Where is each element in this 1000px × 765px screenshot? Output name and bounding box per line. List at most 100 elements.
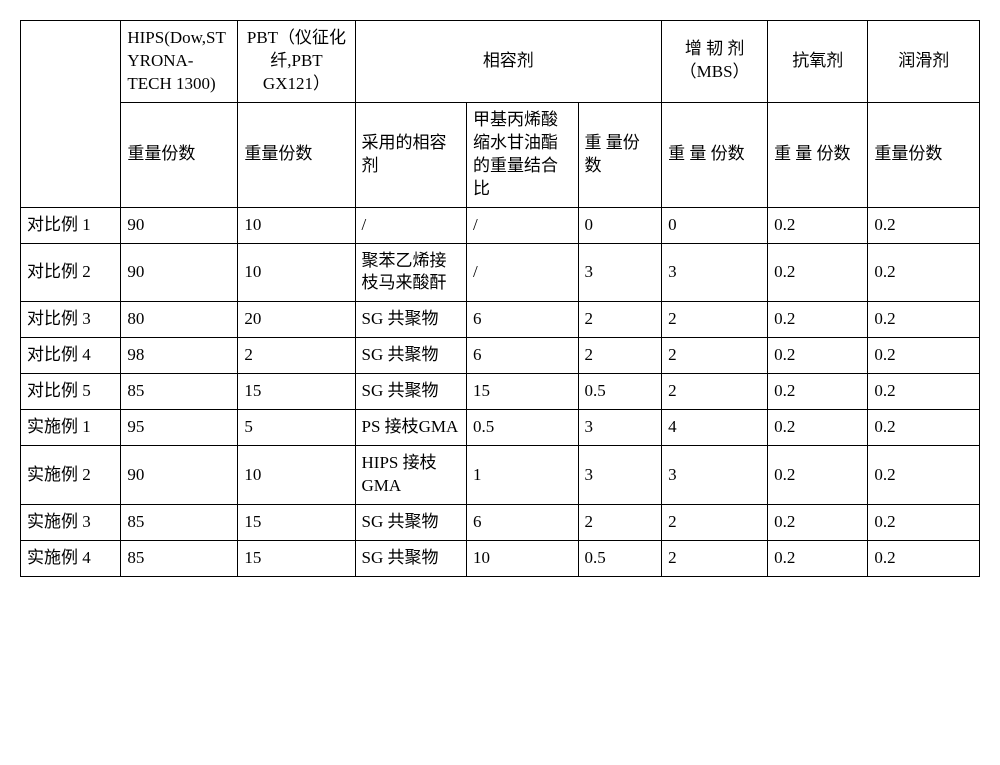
cell-toughener-wt: 2 [662, 374, 768, 410]
cell-compat-wt: 3 [578, 243, 662, 302]
cell-compat-wt: 2 [578, 302, 662, 338]
header-lubricant: 润滑剂 [868, 21, 980, 103]
cell-compat-type: / [355, 207, 467, 243]
cell-antiox-wt: 0.2 [768, 505, 868, 541]
row-label: 实施例 3 [21, 505, 121, 541]
cell-toughener-wt: 3 [662, 446, 768, 505]
cell-toughener-wt: 2 [662, 505, 768, 541]
header-row-2: 重量份数 重量份数 采用的相容剂 甲基丙烯酸缩水甘油酯的重量结合比 重 量份数 … [21, 102, 980, 207]
cell-lubricant-wt: 0.2 [868, 505, 980, 541]
header-toughener: 增 韧 剂（MBS） [662, 21, 768, 103]
cell-gma-ratio: 0.5 [467, 410, 579, 446]
table-row: 对比例 38020SG 共聚物6220.20.2 [21, 302, 980, 338]
cell-compat-type: SG 共聚物 [355, 338, 467, 374]
cell-hips: 90 [121, 207, 238, 243]
row-label: 实施例 2 [21, 446, 121, 505]
cell-lubricant-wt: 0.2 [868, 446, 980, 505]
cell-gma-ratio: / [467, 243, 579, 302]
table-row: 实施例 38515SG 共聚物6220.20.2 [21, 505, 980, 541]
subheader-pbt-wt: 重量份数 [238, 102, 355, 207]
header-compatibilizer: 相容剂 [355, 21, 662, 103]
table-row: 对比例 29010聚苯乙烯接枝马来酸酐/330.20.2 [21, 243, 980, 302]
cell-toughener-wt: 3 [662, 243, 768, 302]
cell-antiox-wt: 0.2 [768, 302, 868, 338]
cell-compat-wt: 2 [578, 505, 662, 541]
cell-compat-wt: 0.5 [578, 374, 662, 410]
cell-pbt: 10 [238, 243, 355, 302]
row-label: 实施例 1 [21, 410, 121, 446]
cell-gma-ratio: 6 [467, 338, 579, 374]
cell-compat-type: SG 共聚物 [355, 374, 467, 410]
cell-pbt: 15 [238, 540, 355, 576]
cell-toughener-wt: 0 [662, 207, 768, 243]
cell-toughener-wt: 2 [662, 540, 768, 576]
cell-gma-ratio: 10 [467, 540, 579, 576]
cell-gma-ratio: 1 [467, 446, 579, 505]
cell-hips: 90 [121, 243, 238, 302]
cell-antiox-wt: 0.2 [768, 243, 868, 302]
cell-toughener-wt: 4 [662, 410, 768, 446]
subheader-gma-ratio: 甲基丙烯酸缩水甘油酯的重量结合比 [467, 102, 579, 207]
cell-antiox-wt: 0.2 [768, 338, 868, 374]
cell-hips: 80 [121, 302, 238, 338]
cell-toughener-wt: 2 [662, 302, 768, 338]
header-hips: HIPS(Dow,STYRONA-TECH 1300) [121, 21, 238, 103]
cell-compat-wt: 3 [578, 446, 662, 505]
cell-hips: 90 [121, 446, 238, 505]
cell-compat-type: HIPS 接枝 GMA [355, 446, 467, 505]
cell-lubricant-wt: 0.2 [868, 338, 980, 374]
cell-compat-type: SG 共聚物 [355, 505, 467, 541]
cell-pbt: 5 [238, 410, 355, 446]
row-label: 实施例 4 [21, 540, 121, 576]
composition-table: HIPS(Dow,STYRONA-TECH 1300) PBT（仪征化纤,PBT… [20, 20, 980, 577]
cell-gma-ratio: / [467, 207, 579, 243]
cell-compat-wt: 0.5 [578, 540, 662, 576]
cell-antiox-wt: 0.2 [768, 540, 868, 576]
row-label: 对比例 3 [21, 302, 121, 338]
cell-hips: 95 [121, 410, 238, 446]
subheader-antiox-wt: 重 量 份数 [768, 102, 868, 207]
subheader-compat-wt: 重 量份数 [578, 102, 662, 207]
row-label: 对比例 5 [21, 374, 121, 410]
cell-compat-type: SG 共聚物 [355, 302, 467, 338]
cell-pbt: 10 [238, 446, 355, 505]
cell-pbt: 20 [238, 302, 355, 338]
cell-hips: 98 [121, 338, 238, 374]
cell-compat-type: PS 接枝GMA [355, 410, 467, 446]
cell-compat-wt: 2 [578, 338, 662, 374]
table-row: 实施例 29010HIPS 接枝 GMA1330.20.2 [21, 446, 980, 505]
cell-hips: 85 [121, 540, 238, 576]
cell-pbt: 2 [238, 338, 355, 374]
cell-lubricant-wt: 0.2 [868, 243, 980, 302]
subheader-toughener-wt: 重 量 份数 [662, 102, 768, 207]
cell-lubricant-wt: 0.2 [868, 207, 980, 243]
cell-compat-wt: 0 [578, 207, 662, 243]
row-label: 对比例 4 [21, 338, 121, 374]
cell-pbt: 10 [238, 207, 355, 243]
table-row: 实施例 48515SG 共聚物100.520.20.2 [21, 540, 980, 576]
cell-compat-type: SG 共聚物 [355, 540, 467, 576]
table-body: 对比例 19010//000.20.2对比例 29010聚苯乙烯接枝马来酸酐/3… [21, 207, 980, 576]
cell-gma-ratio: 6 [467, 302, 579, 338]
cell-compat-type: 聚苯乙烯接枝马来酸酐 [355, 243, 467, 302]
cell-lubricant-wt: 0.2 [868, 540, 980, 576]
table-row: 实施例 1955PS 接枝GMA0.5340.20.2 [21, 410, 980, 446]
cell-gma-ratio: 6 [467, 505, 579, 541]
header-pbt: PBT（仪征化纤,PBT GX121） [238, 21, 355, 103]
table-row: 对比例 19010//000.20.2 [21, 207, 980, 243]
cell-lubricant-wt: 0.2 [868, 374, 980, 410]
subheader-lubricant-wt: 重量份数 [868, 102, 980, 207]
cell-toughener-wt: 2 [662, 338, 768, 374]
header-row-1: HIPS(Dow,STYRONA-TECH 1300) PBT（仪征化纤,PBT… [21, 21, 980, 103]
table-row: 对比例 4982SG 共聚物6220.20.2 [21, 338, 980, 374]
cell-antiox-wt: 0.2 [768, 446, 868, 505]
cell-pbt: 15 [238, 505, 355, 541]
header-antioxidant: 抗氧剂 [768, 21, 868, 103]
cell-lubricant-wt: 0.2 [868, 410, 980, 446]
row-label: 对比例 2 [21, 243, 121, 302]
cell-hips: 85 [121, 374, 238, 410]
cell-antiox-wt: 0.2 [768, 410, 868, 446]
row-label: 对比例 1 [21, 207, 121, 243]
header-blank [21, 21, 121, 208]
cell-hips: 85 [121, 505, 238, 541]
